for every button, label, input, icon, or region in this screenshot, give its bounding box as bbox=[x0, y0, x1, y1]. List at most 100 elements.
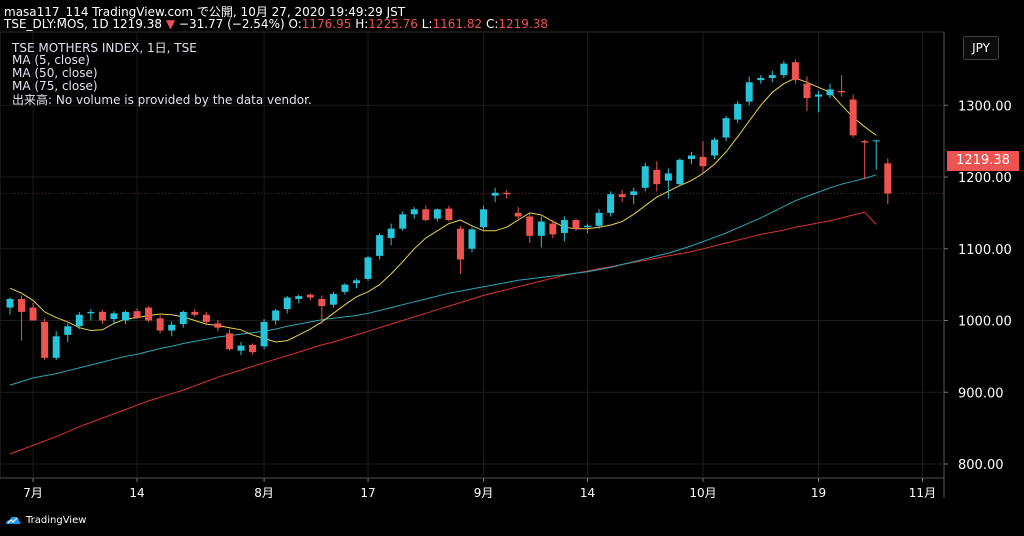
candle-body bbox=[699, 156, 707, 167]
candle-body bbox=[826, 89, 834, 96]
candle-body bbox=[722, 118, 730, 138]
candle-body bbox=[607, 194, 615, 213]
candle-body bbox=[572, 220, 580, 229]
candle-body bbox=[445, 208, 453, 221]
candle-body bbox=[191, 311, 199, 315]
x-tick-label: 14 bbox=[129, 486, 144, 500]
candle-body bbox=[29, 307, 37, 321]
candle-body bbox=[491, 192, 499, 196]
down-arrow-icon: ▼ bbox=[165, 17, 176, 31]
high-value: 1225.76 bbox=[368, 17, 418, 31]
ma75-line bbox=[9, 211, 877, 455]
candle-body bbox=[768, 75, 776, 78]
x-tick-label: 17 bbox=[360, 486, 375, 500]
low-label: L: bbox=[421, 17, 433, 31]
candle-body bbox=[75, 314, 83, 327]
x-tick-label: 7月 bbox=[23, 486, 43, 500]
y-tick-label: 1000.00 bbox=[958, 315, 1012, 330]
candle-body bbox=[341, 284, 349, 292]
candle-body bbox=[410, 209, 418, 215]
candle-body bbox=[64, 326, 72, 335]
open-value: 1176.95 bbox=[301, 17, 352, 31]
candle-body bbox=[306, 294, 314, 298]
candle-body bbox=[214, 323, 222, 328]
candle-body bbox=[422, 209, 430, 221]
candle-body bbox=[295, 296, 303, 299]
candle-body bbox=[537, 221, 545, 236]
x-tick-label: 10月 bbox=[689, 486, 716, 500]
y-tick-label: 1300.00 bbox=[958, 99, 1012, 114]
publish-info: masa117_114 TradingView.com で公開, 10月 27,… bbox=[4, 5, 406, 19]
candle-body bbox=[237, 345, 245, 351]
ma5-line bbox=[9, 77, 877, 343]
candle-body bbox=[399, 214, 407, 229]
candle-body bbox=[52, 336, 60, 358]
x-tick-label: 9月 bbox=[474, 486, 494, 500]
candle-body bbox=[329, 293, 337, 305]
high-label: H: bbox=[355, 17, 369, 31]
ma50-line bbox=[9, 174, 877, 386]
candle-body bbox=[780, 63, 788, 76]
open-label: O: bbox=[288, 17, 302, 31]
candle-body bbox=[872, 140, 880, 142]
candle-body bbox=[318, 298, 326, 307]
tradingview-logo[interactable]: TradingView bbox=[4, 514, 86, 526]
y-tick-label: 800.00 bbox=[958, 458, 1004, 473]
close-label: C: bbox=[485, 17, 499, 31]
y-tick-label: 1100.00 bbox=[958, 243, 1012, 258]
candle-body bbox=[480, 209, 488, 228]
plot-area bbox=[0, 31, 945, 479]
legend-volume-note: 出来高: No volume is provided by the data v… bbox=[12, 93, 312, 107]
x-tick-label: 8月 bbox=[254, 486, 274, 500]
candle-body bbox=[641, 166, 649, 188]
candle-body bbox=[376, 235, 384, 256]
x-tick-label: 14 bbox=[580, 486, 595, 500]
candle-body bbox=[838, 90, 846, 93]
candle-body bbox=[757, 77, 765, 81]
candle-body bbox=[353, 280, 360, 284]
candle-body bbox=[791, 62, 799, 81]
candle-body bbox=[560, 220, 568, 233]
candle-body bbox=[549, 223, 557, 235]
candle-body bbox=[711, 139, 719, 156]
candle-body bbox=[260, 321, 268, 347]
legend-ma75[interactable]: MA (75, close) bbox=[12, 79, 98, 93]
legend-ma50[interactable]: MA (50, close) bbox=[12, 66, 98, 80]
candle-body bbox=[41, 321, 49, 358]
currency-button[interactable]: JPY bbox=[963, 36, 999, 60]
candle-body bbox=[630, 191, 638, 195]
candle-body bbox=[110, 313, 118, 320]
y-tick-label: 1200.00 bbox=[958, 171, 1012, 186]
candle-body bbox=[849, 99, 857, 136]
x-tick-label: 19 bbox=[811, 486, 826, 500]
symbol-label: TSE_DLY:MOS, 1D 1219.38 bbox=[4, 17, 162, 31]
candle-body bbox=[283, 297, 291, 310]
candle-body bbox=[514, 212, 522, 217]
candle-body bbox=[433, 209, 441, 219]
candle-body bbox=[884, 163, 892, 194]
candle-body bbox=[145, 307, 153, 321]
candle-body bbox=[803, 83, 811, 99]
candle-body bbox=[6, 298, 14, 308]
candle-body bbox=[202, 314, 210, 322]
candle-body bbox=[526, 216, 534, 236]
candle-body bbox=[168, 324, 176, 331]
legend-title: TSE MOTHERS INDEX, 1日, TSE bbox=[12, 41, 197, 55]
candle-body bbox=[653, 169, 661, 185]
candle-body bbox=[664, 173, 672, 181]
candle-body bbox=[687, 155, 695, 160]
candle-body bbox=[122, 311, 129, 321]
candle-body bbox=[815, 94, 822, 97]
candle-body bbox=[734, 103, 742, 120]
candle-body bbox=[468, 229, 476, 249]
candle-body bbox=[133, 311, 141, 318]
legend-ma5[interactable]: MA (5, close) bbox=[12, 53, 90, 67]
x-tick-label: 11月 bbox=[909, 486, 936, 500]
tradingview-cloud-icon bbox=[6, 516, 21, 524]
candle-body bbox=[595, 212, 603, 226]
candle-body bbox=[249, 344, 257, 353]
low-value: 1161.82 bbox=[432, 17, 483, 31]
close-value: 1219.38 bbox=[498, 17, 548, 31]
candle-body bbox=[584, 225, 591, 228]
